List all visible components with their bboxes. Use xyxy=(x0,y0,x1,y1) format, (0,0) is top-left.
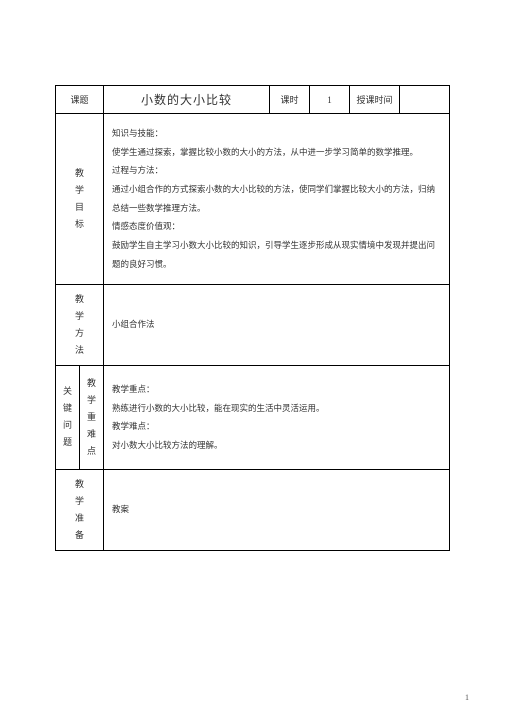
prep-row: 教 学 准 备 教案 xyxy=(56,469,450,550)
method-row: 教 学 方 法 小组合作法 xyxy=(56,284,450,365)
time-value xyxy=(400,86,450,114)
header-row: 课题 小数的大小比较 课时 1 授课时间 xyxy=(56,86,450,114)
goal-content: 知识与技能： 使学生通过探索，掌握比较小数的大小的方法，从中进一步学习简单的数学… xyxy=(104,114,450,285)
page-number: 1 xyxy=(465,693,469,702)
time-label: 授课时间 xyxy=(350,86,400,114)
goal-row: 教 学 目 标 知识与技能： 使学生通过探索，掌握比较小数的大小的方法，从中进一… xyxy=(56,114,450,285)
key-label: 关 键 问 题 xyxy=(56,365,80,469)
method-content: 小组合作法 xyxy=(104,284,450,365)
goal-label: 教 学 目 标 xyxy=(56,114,104,285)
lesson-plan-table: 课题 小数的大小比较 课时 1 授课时间 教 学 目 标 知识与技能： 使学生通… xyxy=(55,85,450,551)
key-sub-label: 教 学 重 难 点 xyxy=(80,365,104,469)
method-label: 教 学 方 法 xyxy=(56,284,104,365)
key-content: 教学重点： 熟练进行小数的大小比较，能在现实的生活中灵活运用。 教学难点： 对小… xyxy=(104,365,450,469)
topic-value: 小数的大小比较 xyxy=(104,86,270,114)
topic-label: 课题 xyxy=(56,86,104,114)
prep-content: 教案 xyxy=(104,469,450,550)
period-label: 课时 xyxy=(270,86,310,114)
prep-label: 教 学 准 备 xyxy=(56,469,104,550)
key-row: 关 键 问 题 教 学 重 难 点 教学重点： 熟练进行小数的大小比较，能在现实… xyxy=(56,365,450,469)
period-value: 1 xyxy=(310,86,350,114)
